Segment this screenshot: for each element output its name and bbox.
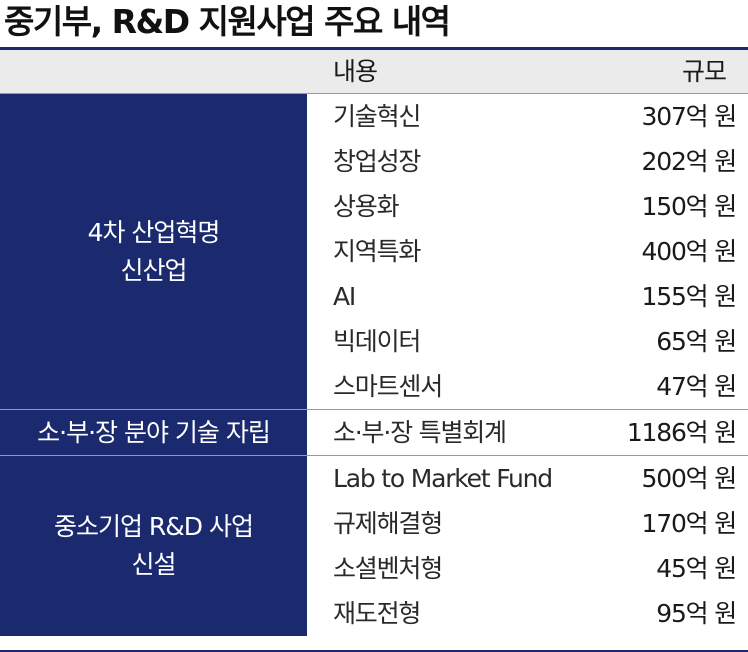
row-name: 소·부·장 특별회계: [333, 418, 507, 447]
row-value: 150억 원: [641, 192, 738, 221]
row-name: 기술혁신: [333, 102, 421, 131]
table-row: 빅데이터 65억 원: [308, 319, 748, 364]
row-name: AI: [333, 282, 356, 311]
group-label-line: 4차 산업혁명: [87, 217, 221, 247]
table-bottom-rule: [0, 650, 748, 652]
row-value: 47억 원: [656, 372, 737, 401]
row-value: 155억 원: [641, 282, 738, 311]
row-value: 202억 원: [641, 147, 738, 176]
row-value: 307억 원: [641, 102, 738, 131]
row-name: 빅데이터: [333, 327, 421, 356]
row-value: 95억 원: [656, 599, 737, 628]
row-value: 500억 원: [641, 464, 738, 493]
table-row: 소·부·장 특별회계 1186억 원: [308, 410, 748, 455]
row-value: 45억 원: [656, 554, 737, 583]
group-label: 소·부·장 분야 기술 자립: [0, 410, 308, 455]
table-row: 지역특화 400억 원: [308, 229, 748, 274]
row-name: 스마트센서: [333, 372, 443, 401]
table-row: 재도전형 95억 원: [308, 591, 748, 636]
table-row: 상용화 150억 원: [308, 184, 748, 229]
table-row: 기술혁신 307억 원: [308, 94, 748, 139]
group-label-line: 중소기업 R&D 사업: [53, 512, 254, 541]
group-label-line: 신설: [131, 550, 176, 579]
group-divider: [0, 455, 748, 456]
table-row: AI 155억 원: [308, 274, 748, 319]
group-divider: [0, 409, 748, 410]
row-value: 170억 원: [641, 509, 738, 538]
row-value: 400억 원: [641, 237, 738, 266]
group-label-line: 신산업: [120, 255, 187, 285]
page-title: 중기부, R&D 지원사업 주요 내역: [4, 2, 451, 41]
row-name: 상용화: [333, 192, 400, 221]
row-name: 소셜벤처형: [333, 554, 443, 583]
row-value: 1186억 원: [626, 418, 737, 447]
table-row: 규제해결형 170억 원: [308, 501, 748, 546]
row-name: 재도전형: [333, 599, 421, 628]
title-underline: [0, 47, 748, 50]
table-row: 스마트센서 47억 원: [308, 364, 748, 409]
row-name: 지역특화: [333, 237, 421, 266]
header-scale: 규모: [681, 57, 727, 86]
table-row: Lab to Market Fund 500억 원: [308, 456, 748, 501]
row-name: 창업성장: [333, 147, 421, 176]
table-header: 내용 규모: [0, 50, 748, 94]
row-name: Lab to Market Fund: [333, 464, 553, 493]
table-row: 창업성장 202억 원: [308, 139, 748, 184]
header-content: 내용: [333, 57, 378, 86]
table-row: 소셜벤처형 45억 원: [308, 546, 748, 591]
row-name: 규제해결형: [333, 509, 443, 538]
group-label-line: 소·부·장 분야 기술 자립: [37, 417, 271, 447]
row-value: 65억 원: [656, 327, 737, 356]
